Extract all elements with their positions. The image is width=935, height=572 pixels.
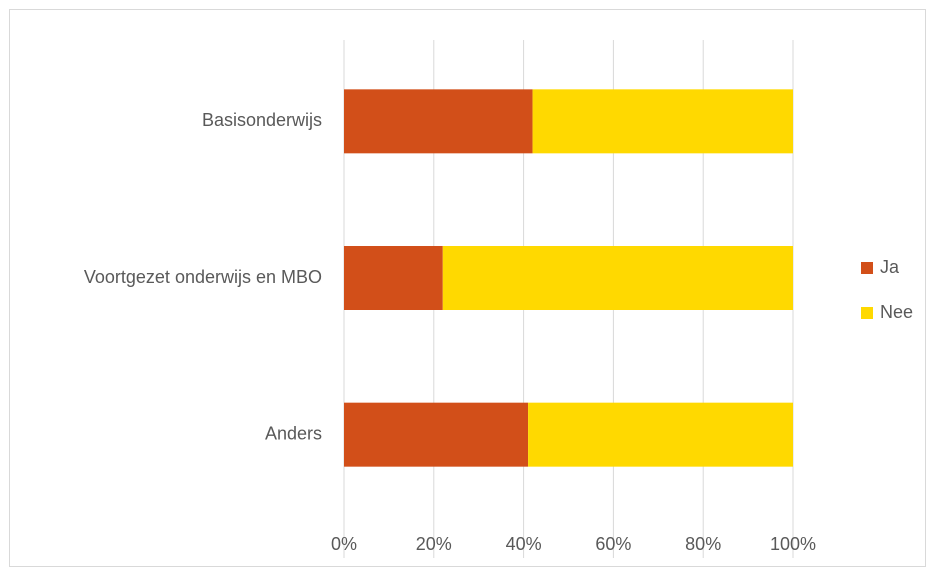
legend-swatch <box>861 307 873 319</box>
bar-segment <box>528 402 793 467</box>
legend-label: Nee <box>880 302 913 322</box>
legend-swatch <box>861 262 873 274</box>
y-tick-label: Anders <box>265 423 322 443</box>
legend-label: Ja <box>880 257 900 277</box>
y-tick-label: Voortgezet onderwijs en MBO <box>84 267 322 287</box>
bar-segment <box>532 89 793 154</box>
x-tick-label: 80% <box>685 534 721 554</box>
bar-segment <box>344 246 443 310</box>
x-tick-label: 100% <box>770 534 816 554</box>
bar-segment <box>344 89 533 154</box>
x-tick-label: 0% <box>331 534 357 554</box>
bar-segment <box>442 246 793 310</box>
bar-segment <box>344 402 529 467</box>
x-tick-label: 20% <box>416 534 452 554</box>
y-tick-label: Basisonderwijs <box>202 110 322 130</box>
x-tick-label: 40% <box>506 534 542 554</box>
x-tick-label: 60% <box>595 534 631 554</box>
